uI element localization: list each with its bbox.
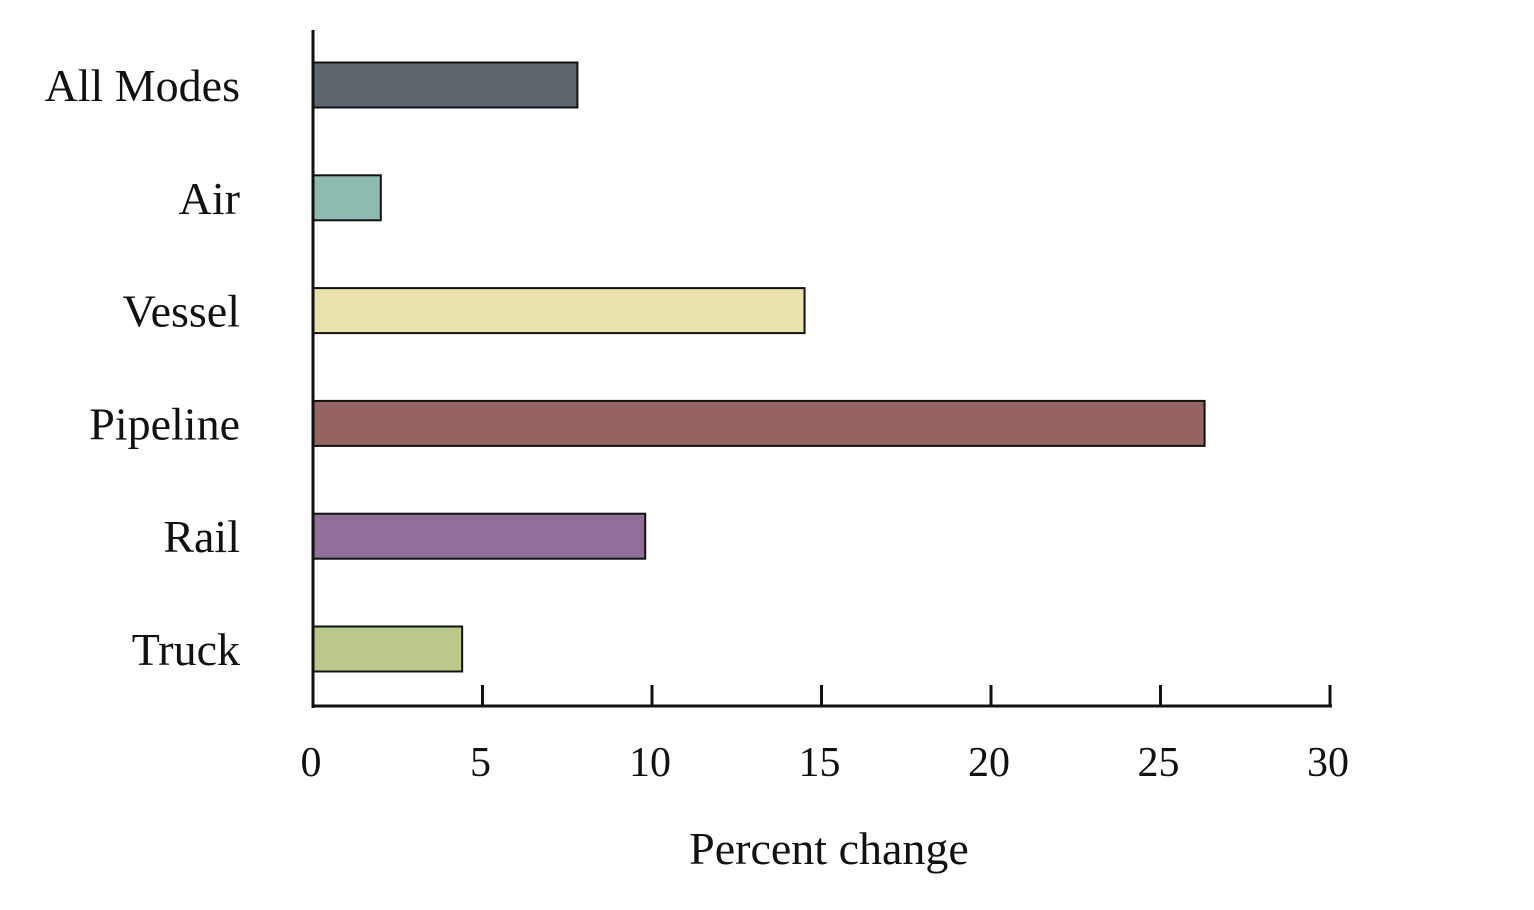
x-tick-label: 5 bbox=[470, 740, 491, 786]
bar-truck bbox=[312, 625, 464, 673]
category-label: Air bbox=[179, 173, 240, 224]
category-label: Rail bbox=[163, 511, 240, 562]
x-axis-label: Percent change bbox=[689, 823, 969, 874]
bar-all-modes bbox=[312, 61, 579, 109]
category-label: Truck bbox=[132, 624, 240, 675]
bar-air bbox=[312, 174, 382, 222]
bar-pipeline bbox=[312, 399, 1206, 447]
x-tick-label: 25 bbox=[1138, 740, 1180, 786]
x-tick-label: 30 bbox=[1307, 740, 1349, 786]
x-tick-label: 15 bbox=[799, 740, 841, 786]
category-labels: All Modes Air Vessel Pipeline Rail Truck bbox=[45, 60, 241, 675]
x-tick-label: 0 bbox=[301, 740, 322, 786]
x-tick-label: 20 bbox=[968, 740, 1010, 786]
x-ticks: 0 5 10 15 20 25 30 bbox=[301, 685, 1349, 786]
bar-rail bbox=[312, 512, 647, 560]
x-tick-label: 10 bbox=[629, 740, 671, 786]
bars-group bbox=[312, 61, 1206, 673]
category-label: Pipeline bbox=[89, 398, 240, 449]
axes-group bbox=[311, 30, 1332, 708]
category-label: All Modes bbox=[45, 60, 241, 111]
bar-vessel bbox=[312, 287, 806, 335]
category-label: Vessel bbox=[122, 286, 240, 337]
